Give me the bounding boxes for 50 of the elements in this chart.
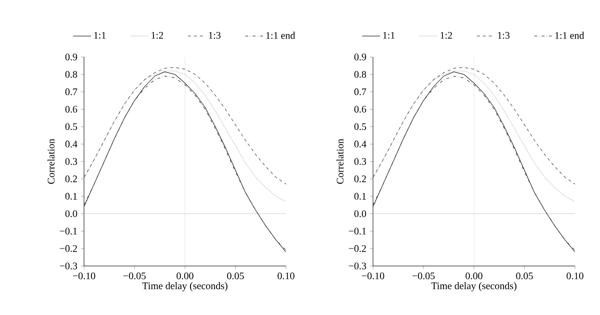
y-tick-label: −0.2 <box>60 245 77 252</box>
y-tick-label: 0.2 <box>65 176 77 182</box>
y-tick-label: 0.2 <box>354 176 366 182</box>
y-tick-label: 0.7 <box>354 88 366 96</box>
y-tick-label: 0.3 <box>65 158 78 165</box>
x-tick-label: 0.00 <box>176 272 194 280</box>
legend-label: 1:2 <box>440 32 452 39</box>
y-axis-title: Correlation <box>47 138 54 184</box>
y-tick-label: 0.5 <box>65 123 78 130</box>
line-series <box>373 67 575 184</box>
y-tick-label: 0.8 <box>354 71 366 78</box>
x-tick-label: 0.10 <box>278 272 294 280</box>
y-tick-label: −0.1 <box>348 228 366 235</box>
x-tick-label: −0.05 <box>412 272 435 280</box>
line-series <box>84 67 286 184</box>
x-axis-title: Time delay (seconds) <box>142 282 228 292</box>
legend-label: 1:2 <box>152 32 163 39</box>
y-tick-label: −0.1 <box>60 228 77 235</box>
y-tick-label: 0.6 <box>65 106 78 113</box>
legend-label: 1:1 end <box>266 32 296 39</box>
legend-label: 1:3 <box>498 32 510 39</box>
y-tick-label: 0.7 <box>65 88 78 96</box>
legend-label: 1:1 <box>383 32 395 39</box>
y-tick-label: −0.2 <box>348 245 366 252</box>
y-tick-label: 0.6 <box>354 106 366 113</box>
legend-label: 1:1 <box>94 32 106 39</box>
x-axis-title: Time delay (seconds) <box>431 282 516 292</box>
legend-label: 1:1 end <box>555 32 584 39</box>
y-tick-label: 0.3 <box>354 158 366 165</box>
y-tick-label: 0.1 <box>65 192 77 200</box>
y-tick-label: −0.3 <box>348 262 366 270</box>
x-tick-label: −0.05 <box>123 272 146 280</box>
y-tick-label: 0.0 <box>354 210 366 218</box>
y-axis-title: Correlation <box>336 138 344 184</box>
y-tick-label: 0.0 <box>65 210 78 218</box>
y-tick-label: 0.8 <box>65 71 78 78</box>
y-tick-label: 0.4 <box>354 140 366 148</box>
legend-label: 1:3 <box>209 32 221 39</box>
x-tick-label: 0.05 <box>227 272 244 280</box>
y-tick-label: 0.5 <box>354 123 366 130</box>
y-tick-label: 0.9 <box>65 54 78 60</box>
y-tick-label: 0.1 <box>354 192 366 200</box>
y-tick-label: 0.9 <box>354 54 366 60</box>
x-tick-label: −0.10 <box>72 272 96 280</box>
x-tick-label: 0.00 <box>466 272 482 280</box>
x-tick-label: −0.10 <box>362 272 384 280</box>
x-tick-label: 0.10 <box>566 272 584 280</box>
x-tick-label: 0.05 <box>516 272 533 280</box>
y-tick-label: 0.4 <box>65 140 78 148</box>
y-tick-label: −0.3 <box>60 262 78 270</box>
